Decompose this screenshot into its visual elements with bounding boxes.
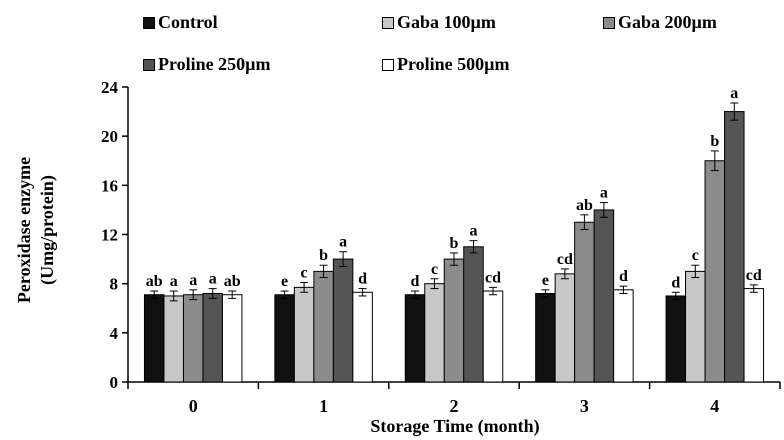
significance-label: c xyxy=(692,247,699,264)
x-tick-label: 0 xyxy=(189,396,198,416)
bar xyxy=(202,293,223,383)
legend-label: Gaba 100µm xyxy=(397,12,496,32)
legend-swatch-gaba-100 xyxy=(382,16,394,29)
bar xyxy=(221,294,243,383)
significance-label: a xyxy=(470,223,478,240)
y-tick-label: 0 xyxy=(110,373,119,392)
bar xyxy=(424,283,445,383)
bar xyxy=(743,288,765,383)
y-axis-label-line1: Peroxidase enzyme xyxy=(14,157,34,303)
bar xyxy=(163,295,184,383)
y-tick-label: 12 xyxy=(101,226,118,245)
significance-label: e xyxy=(542,272,549,289)
bar xyxy=(404,294,426,383)
y-tick-label: 16 xyxy=(101,176,118,195)
significance-label: c xyxy=(301,264,308,281)
legend-item-gaba-100: Gaba 100µm xyxy=(382,12,496,33)
bar xyxy=(443,258,465,383)
legend-label: Gaba 200µm xyxy=(618,12,717,32)
legend-swatch-proline-500 xyxy=(382,58,394,71)
significance-label: a xyxy=(339,234,347,251)
bar xyxy=(554,273,576,383)
legend-label: Proline 500µm xyxy=(397,54,510,74)
significance-label: cd xyxy=(557,251,573,268)
bar xyxy=(724,111,745,383)
significance-label: a xyxy=(170,273,178,290)
significance-label: c xyxy=(431,261,438,278)
significance-label: b xyxy=(319,247,328,264)
bar xyxy=(332,258,354,383)
legend-item-proline-500: Proline 500µm xyxy=(382,54,510,75)
bar xyxy=(665,295,687,383)
legend-item-gaba-200: Gaba 200µm xyxy=(603,12,717,33)
significance-label: a xyxy=(189,272,197,289)
bar xyxy=(704,160,726,383)
significance-label: cd xyxy=(485,269,501,286)
x-axis-label: Storage Time (month) xyxy=(370,416,539,437)
x-tick-label: 2 xyxy=(450,396,459,416)
bar xyxy=(463,246,484,383)
bar xyxy=(274,294,295,383)
legend-swatch-control xyxy=(143,16,155,29)
significance-label: e xyxy=(281,273,288,290)
significance-label: d xyxy=(358,271,367,288)
legend-swatch-gaba-200 xyxy=(603,16,615,29)
y-tick-label: 20 xyxy=(101,127,118,146)
significance-label: d xyxy=(671,274,680,291)
y-tick-label: 4 xyxy=(110,324,119,343)
y-tick-label: 24 xyxy=(101,78,119,97)
legend-swatch-proline-250 xyxy=(143,58,155,71)
x-tick-label: 4 xyxy=(710,396,719,416)
bar xyxy=(535,293,556,383)
significance-label: a xyxy=(209,271,217,288)
significance-label: a xyxy=(600,185,608,202)
bar xyxy=(685,270,706,383)
y-axis-label-line2: (Umg/protein) xyxy=(37,175,58,285)
legend-item-control: Control xyxy=(143,12,218,33)
x-tick-label: 1 xyxy=(319,396,328,416)
y-tick-label: 8 xyxy=(110,275,119,294)
significance-label: ab xyxy=(224,273,241,290)
significance-label: cd xyxy=(746,267,762,284)
bar xyxy=(352,291,373,383)
significance-label: b xyxy=(450,235,459,252)
legend-label: Proline 250µm xyxy=(158,54,271,74)
bar xyxy=(182,294,204,383)
bar xyxy=(482,290,504,383)
legend-label: Control xyxy=(158,12,218,32)
bar xyxy=(293,286,315,383)
bar xyxy=(613,289,634,383)
bar xyxy=(574,221,595,383)
significance-label: d xyxy=(619,268,628,285)
bar xyxy=(313,270,334,383)
significance-label: ab xyxy=(146,273,163,290)
legend-item-proline-250: Proline 250µm xyxy=(143,54,271,75)
bar xyxy=(143,294,165,383)
x-tick-label: 3 xyxy=(580,396,589,416)
significance-label: a xyxy=(730,85,738,102)
significance-label: d xyxy=(411,273,420,290)
bar xyxy=(593,209,615,383)
significance-label: b xyxy=(710,133,719,150)
significance-label: ab xyxy=(576,197,593,214)
